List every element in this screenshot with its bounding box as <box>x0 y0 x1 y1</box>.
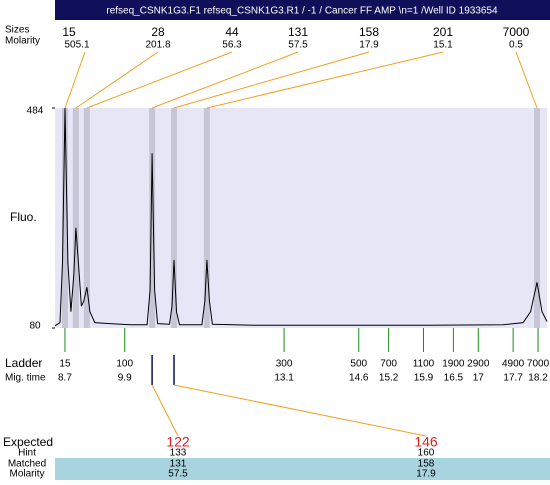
ladder-size: 7000 <box>527 359 550 370</box>
row-value: 160 <box>418 448 435 459</box>
row-value: 133 <box>170 448 187 459</box>
peak-size: 44 <box>225 25 239 39</box>
ladder-size: 2900 <box>467 359 490 370</box>
row-label: Hint <box>18 448 36 459</box>
peak-connector <box>151 51 299 109</box>
ladder-time: 15.2 <box>379 373 399 384</box>
mig-time-label: Mig. time <box>5 373 46 384</box>
peaks-header: Sizes <box>5 25 29 36</box>
ladder-time: 14.6 <box>349 373 369 384</box>
ladder-size: 100 <box>116 359 133 370</box>
title-bar <box>55 0 550 20</box>
row-value: 146 <box>414 434 438 450</box>
plot-area <box>55 108 547 328</box>
peak-band <box>203 108 210 328</box>
peak-connector <box>86 51 233 109</box>
y-tick-label: 484 <box>27 106 44 117</box>
row-label: Expected <box>3 435 53 449</box>
ladder-time: 8.7 <box>58 373 72 384</box>
molarity-header: Molarity <box>5 36 40 47</box>
peak-size: 15 <box>62 25 76 39</box>
expected-connector <box>151 384 179 437</box>
matched-band <box>55 458 550 480</box>
ladder-size: 700 <box>380 359 397 370</box>
peak-molarity: 15.1 <box>433 40 453 51</box>
peak-size: 131 <box>288 25 308 39</box>
peak-size: 28 <box>151 25 165 39</box>
y-label: Fluo. <box>10 210 37 224</box>
ladder-size: 1900 <box>442 359 465 370</box>
peak-band <box>83 108 90 328</box>
ladder-label: Ladder <box>5 356 42 370</box>
row-value: 158 <box>418 459 435 470</box>
peak-molarity: 201.8 <box>145 40 170 51</box>
peak-band <box>61 108 68 328</box>
expected-connector <box>173 384 427 437</box>
ladder-time: 17 <box>473 373 485 384</box>
peak-molarity: 57.5 <box>288 40 308 51</box>
row-label: Matched <box>8 459 46 470</box>
peak-connector <box>206 51 444 109</box>
row-value: 17.9 <box>416 469 436 480</box>
peak-band <box>72 108 79 328</box>
trace <box>54 107 548 327</box>
row-label: Molarity <box>9 469 44 480</box>
peak-size: 7000 <box>503 25 530 39</box>
peak-molarity: 505.1 <box>64 40 89 51</box>
peak-molarity: 17.9 <box>359 40 379 51</box>
y-tick-label: 80 <box>29 321 41 332</box>
row-value: 131 <box>170 459 187 470</box>
ladder-size: 300 <box>276 359 293 370</box>
ladder-time: 17.7 <box>503 373 523 384</box>
ladder-size: 1100 <box>413 359 435 370</box>
peak-molarity: 56.3 <box>222 40 242 51</box>
peak-band <box>534 108 541 328</box>
ladder-size: 500 <box>350 359 367 370</box>
row-value: 57.5 <box>168 469 188 480</box>
ladder-time: 18.2 <box>528 373 548 384</box>
ladder-size: 15 <box>59 359 71 370</box>
row-value: 122 <box>166 434 190 450</box>
peak-molarity: 0.5 <box>509 40 523 51</box>
ladder-size: 4900 <box>502 359 525 370</box>
title: refseq_CSNK1G3.F1 refseq_CSNK1G3.R1 / -1… <box>106 6 498 17</box>
peak-connector <box>64 51 86 109</box>
peak-connector <box>75 51 159 109</box>
ladder-time: 9.9 <box>118 373 132 384</box>
peak-size: 201 <box>433 25 453 39</box>
ladder-time: 16.5 <box>444 373 464 384</box>
ladder-time: 13.1 <box>274 373 294 384</box>
ladder-time: 15.9 <box>414 373 434 384</box>
peak-size: 158 <box>359 25 379 39</box>
peak-band <box>149 108 156 328</box>
peak-band <box>171 108 178 328</box>
peak-connector <box>515 51 538 109</box>
peak-connector <box>173 51 370 109</box>
